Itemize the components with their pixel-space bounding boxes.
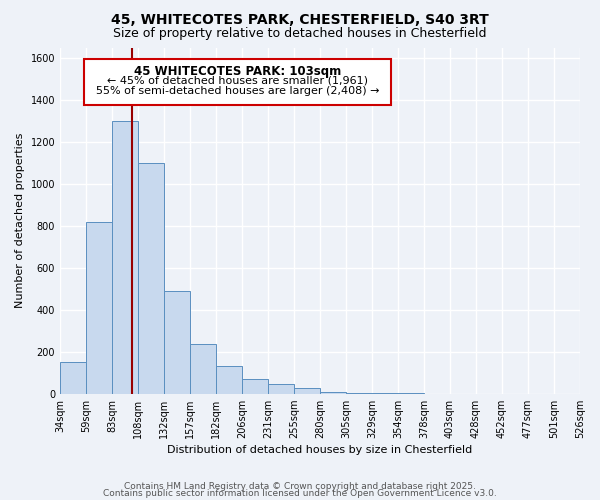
- Text: 45 WHITECOTES PARK: 103sqm: 45 WHITECOTES PARK: 103sqm: [134, 65, 341, 78]
- Text: ← 45% of detached houses are smaller (1,961): ← 45% of detached houses are smaller (1,…: [107, 76, 368, 86]
- Bar: [268, 384, 294, 394]
- Bar: [86, 222, 112, 394]
- Bar: [164, 291, 190, 394]
- Bar: [112, 121, 138, 394]
- Bar: [190, 344, 216, 394]
- Text: 45, WHITECOTES PARK, CHESTERFIELD, S40 3RT: 45, WHITECOTES PARK, CHESTERFIELD, S40 3…: [111, 12, 489, 26]
- Text: Size of property relative to detached houses in Chesterfield: Size of property relative to detached ho…: [113, 28, 487, 40]
- Bar: [294, 388, 320, 394]
- Y-axis label: Number of detached properties: Number of detached properties: [15, 133, 25, 308]
- Text: Contains HM Land Registry data © Crown copyright and database right 2025.: Contains HM Land Registry data © Crown c…: [124, 482, 476, 491]
- FancyBboxPatch shape: [84, 59, 391, 105]
- Text: 55% of semi-detached houses are larger (2,408) →: 55% of semi-detached houses are larger (…: [95, 86, 379, 97]
- Text: Contains public sector information licensed under the Open Government Licence v3: Contains public sector information licen…: [103, 489, 497, 498]
- X-axis label: Distribution of detached houses by size in Chesterfield: Distribution of detached houses by size …: [167, 445, 473, 455]
- Bar: [216, 366, 242, 394]
- Bar: [60, 362, 86, 394]
- Bar: [138, 163, 164, 394]
- Bar: [346, 392, 372, 394]
- Bar: [320, 392, 346, 394]
- Bar: [242, 379, 268, 394]
